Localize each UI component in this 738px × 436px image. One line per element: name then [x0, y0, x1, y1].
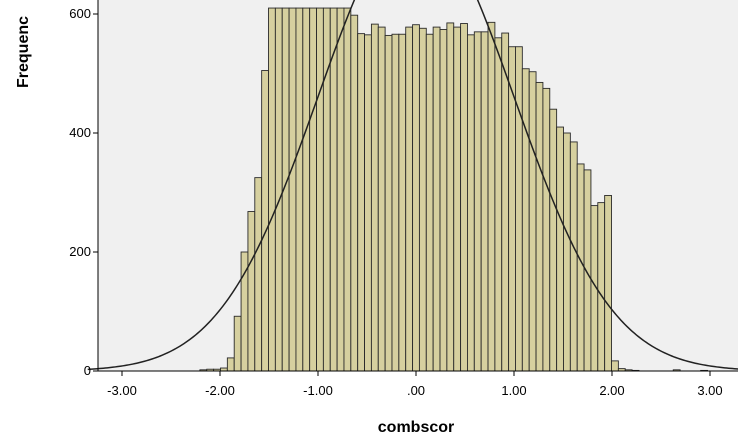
- histogram-bar: [425, 33, 434, 372]
- histogram-bar: [467, 34, 475, 372]
- histogram-bar: [343, 7, 352, 372]
- histogram-bar: [432, 26, 441, 372]
- histogram-bar: [508, 46, 516, 372]
- histogram-bar: [268, 7, 276, 372]
- x-tick-label: 2.00: [599, 383, 624, 398]
- histogram-bar: [515, 46, 523, 372]
- x-tick-label: 3.00: [697, 383, 722, 398]
- histogram-bar: [316, 7, 324, 372]
- y-axis-title: Frequenc: [15, 16, 32, 88]
- histogram-bar: [604, 195, 612, 372]
- histogram-bar: [329, 7, 338, 372]
- histogram-bar: [302, 7, 311, 372]
- histogram-bar: [611, 360, 619, 372]
- histogram-bar: [391, 33, 400, 372]
- histogram-bar: [412, 24, 420, 372]
- histogram-bar: [501, 32, 510, 372]
- histogram-bar: [295, 7, 304, 372]
- y-tick-label: 600: [69, 6, 91, 21]
- y-tick-label: 200: [69, 244, 91, 259]
- histogram-bar: [405, 26, 414, 372]
- histogram-bar: [418, 27, 427, 372]
- x-axis-ticks: -3.00 -2.00 -1.00 .00 1.00 2.00 3.00: [107, 371, 723, 398]
- histogram-bar: [460, 23, 468, 372]
- histogram-bar: [576, 163, 585, 372]
- histogram-bar: [322, 7, 331, 372]
- histogram-bar: [563, 132, 571, 372]
- histogram-bar: [569, 141, 578, 372]
- histogram-bar: [370, 23, 379, 372]
- histogram-bar: [556, 126, 564, 372]
- x-tick-label: -3.00: [107, 383, 137, 398]
- normal-curve: [87, 0, 738, 371]
- histogram-bar: [261, 70, 269, 372]
- histogram-bar: [233, 315, 242, 372]
- histogram-bar: [364, 34, 372, 372]
- histogram-bar: [597, 202, 606, 372]
- histogram-bar: [487, 21, 496, 372]
- histogram-bar: [535, 81, 544, 372]
- x-axis-title: combscor: [378, 419, 454, 436]
- histogram-bar: [288, 7, 297, 372]
- histogram-bar: [549, 108, 558, 372]
- x-tick-label: -1.00: [303, 383, 333, 398]
- histogram-bar: [309, 7, 317, 372]
- histogram-bar: [542, 87, 551, 372]
- histogram-bar: [528, 71, 537, 372]
- histogram-bar: [226, 357, 235, 372]
- histogram-bar: [336, 7, 345, 372]
- histogram-bar: [247, 211, 256, 372]
- histogram-bar: [480, 31, 489, 372]
- histogram-bar: [494, 37, 503, 372]
- y-tick-label: 0: [84, 363, 91, 378]
- histogram-bar: [439, 29, 448, 372]
- x-tick-label: .00: [407, 383, 425, 398]
- x-tick-label: 1.00: [501, 383, 526, 398]
- histogram-bar: [384, 34, 393, 372]
- histogram-bar: [350, 14, 359, 372]
- histogram-bar: [377, 26, 386, 372]
- histogram-bar: [357, 33, 366, 372]
- histogram-bar: [254, 177, 263, 372]
- histogram-bar: [274, 7, 283, 372]
- x-tick-label: -2.00: [205, 383, 235, 398]
- histogram-bar: [446, 22, 455, 372]
- histogram-bar: [521, 68, 530, 372]
- y-axis-ticks: 0 200 400 600: [69, 6, 98, 378]
- histogram-bar: [473, 31, 482, 372]
- histogram-bar: [453, 26, 462, 372]
- histogram-bar: [398, 33, 407, 372]
- y-tick-label: 400: [69, 125, 91, 140]
